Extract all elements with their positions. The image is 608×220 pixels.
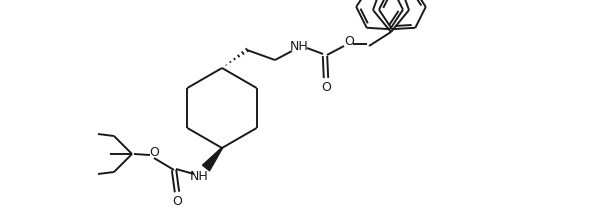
- Text: O: O: [149, 145, 159, 158]
- Text: O: O: [172, 194, 182, 207]
- Text: O: O: [321, 81, 331, 94]
- Text: NH: NH: [289, 40, 308, 53]
- Text: NH: NH: [190, 169, 209, 183]
- Text: O: O: [344, 35, 354, 48]
- Polygon shape: [202, 148, 223, 171]
